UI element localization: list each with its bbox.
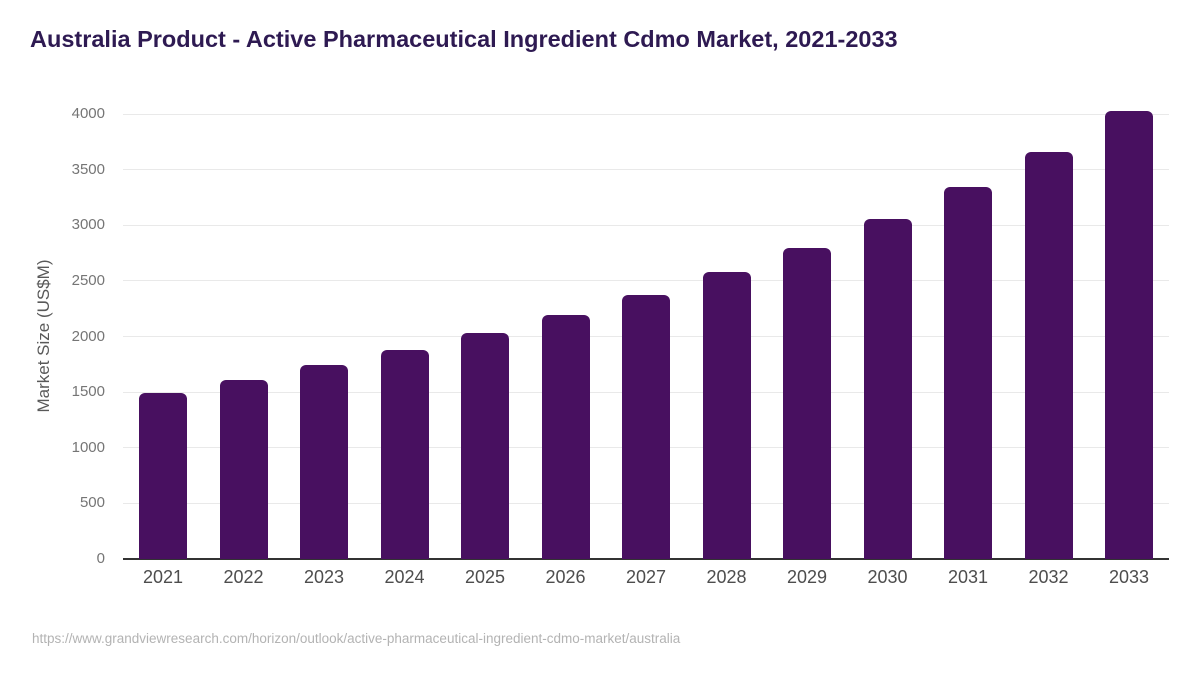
gridline-3000 [123, 224, 1169, 226]
gridline-4000 [123, 113, 1169, 115]
x-tick-label-2027: 2027 [625, 567, 667, 587]
y-tick-label-1500: 1500 [71, 383, 105, 401]
y-axis-tick-labels: 0 500 1000 1500 2000 2500 3000 3500 4000 [0, 105, 105, 567]
bar-2033 [1105, 111, 1153, 559]
bar-2031 [944, 187, 992, 559]
x-axis-tick-labels: 2021 2022 2023 2024 2025 2026 2027 2028 2029 2030… [123, 567, 1169, 595]
bar-2030 [863, 219, 912, 559]
bar-2028 [702, 271, 751, 559]
source-url-text: https://www.grandviewresearch.com/horizo… [32, 631, 681, 646]
x-tick-label-2022: 2022 [223, 567, 264, 587]
x-tick-label-2023: 2023 [303, 567, 345, 587]
y-tick-label-0: 0 [96, 550, 105, 567]
y-tick-label-4000: 4000 [71, 105, 105, 122]
x-tick-label-2028: 2028 [706, 567, 747, 587]
bar-2032 [1024, 152, 1073, 559]
x-tick-label-2030: 2030 [867, 567, 908, 587]
bar-2027 [622, 295, 670, 559]
chart-title: Australia Product - Active Pharmaceutica… [30, 26, 898, 52]
bar-2029 [783, 247, 831, 559]
bar-2025 [461, 333, 509, 559]
plot-area [123, 111, 1169, 560]
y-tick-label-2000: 2000 [71, 327, 105, 345]
x-tick-label-2026: 2026 [545, 567, 586, 587]
y-tick-label-3500: 3500 [71, 160, 105, 178]
x-tick-label-2024: 2024 [384, 567, 425, 587]
y-tick-label-500: 500 [79, 494, 105, 512]
x-tick-label-2029: 2029 [786, 567, 828, 587]
bar-2024 [380, 349, 429, 559]
bar-2021 [139, 393, 187, 559]
gridline-2500 [123, 280, 1169, 282]
gridline-3500 [123, 169, 1169, 171]
y-tick-label-1000: 1000 [71, 438, 105, 456]
bar-2022 [219, 379, 268, 559]
y-tick-label-2500: 2500 [71, 271, 105, 289]
x-axis-line [123, 558, 1169, 560]
bar-2023 [300, 365, 348, 559]
x-tick-label-2032: 2032 [1028, 567, 1069, 587]
x-tick-label-2025: 2025 [464, 567, 506, 587]
x-tick-label-2031: 2031 [947, 567, 989, 587]
x-tick-label-2033: 2033 [1108, 567, 1150, 587]
y-tick-label-3000: 3000 [71, 216, 105, 234]
x-tick-label-2021: 2021 [142, 567, 184, 587]
bar-2026 [541, 314, 590, 559]
